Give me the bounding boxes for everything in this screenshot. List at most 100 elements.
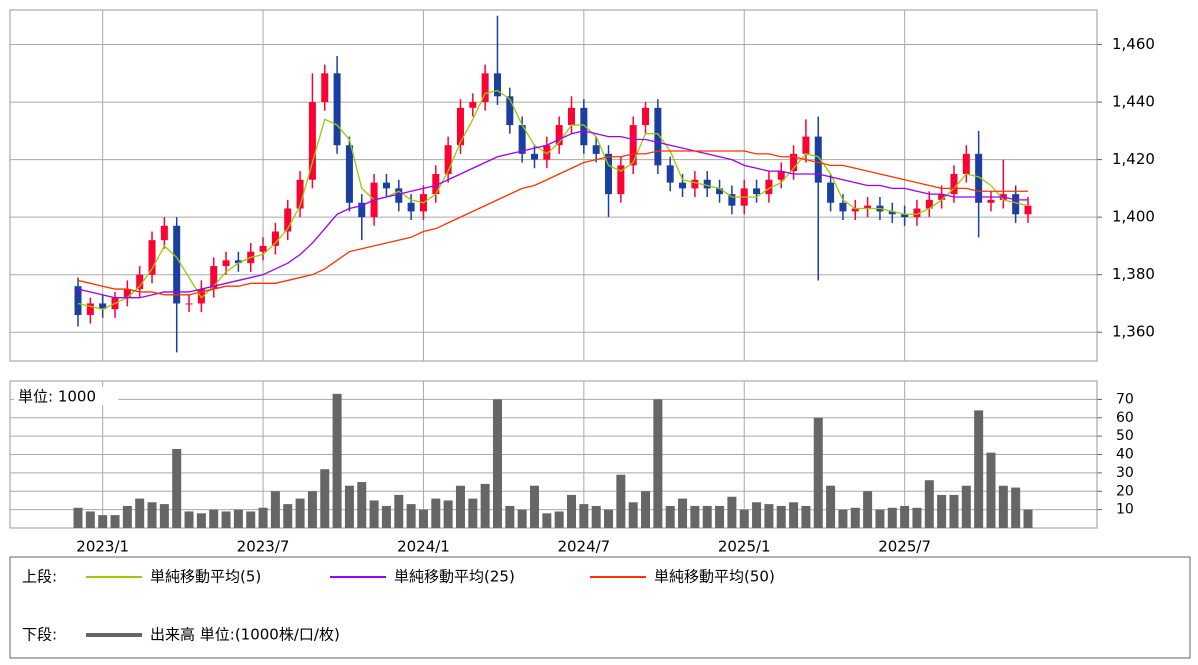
candle-body	[975, 153, 983, 203]
volume-bar	[887, 507, 897, 528]
volume-bar	[801, 505, 811, 528]
candle-body	[1012, 194, 1020, 215]
volume-bar	[727, 496, 737, 528]
y-tick-label: 10	[1116, 502, 1134, 518]
volume-bar	[159, 504, 169, 528]
candle-body	[99, 303, 107, 310]
volume-bar	[653, 399, 663, 528]
candle-body	[987, 199, 995, 203]
y-tick-label: 40	[1116, 447, 1134, 463]
volume-bar	[1011, 487, 1021, 528]
candle-body	[308, 102, 316, 180]
candle-body	[481, 73, 489, 103]
marks	[73, 15, 1033, 528]
volume-bar	[900, 505, 910, 528]
volume-bar	[332, 393, 342, 528]
volume-bar	[246, 511, 256, 528]
candle-body	[444, 145, 452, 174]
candle-body	[284, 208, 292, 232]
candle-body	[765, 179, 773, 195]
volume-bar	[480, 483, 490, 528]
candle-body	[518, 125, 526, 154]
candle-body	[234, 260, 242, 264]
candle-body	[605, 153, 613, 195]
candle-body	[851, 208, 859, 212]
candle-body	[222, 260, 230, 267]
volume-bar	[998, 485, 1008, 528]
volume-bar	[986, 452, 996, 528]
candle-body	[592, 145, 600, 154]
candle-body	[827, 182, 835, 203]
candle-body	[555, 125, 563, 146]
volume-bar	[937, 494, 947, 528]
moving-average-line	[77, 150, 1028, 296]
volume-bar	[135, 498, 145, 528]
candle-body	[259, 245, 267, 252]
x-tick-label: 2023/7	[237, 538, 290, 556]
volume-bar	[974, 410, 984, 528]
candle-body	[654, 107, 662, 166]
candle-body	[148, 240, 156, 275]
volume-bar	[147, 502, 157, 528]
volume-bar	[554, 511, 564, 528]
candle-body	[925, 199, 933, 209]
legend-box	[9, 556, 1191, 659]
volume-bar	[529, 485, 539, 528]
volume-bar	[73, 507, 83, 528]
volume-bar	[344, 485, 354, 528]
volume-bar	[468, 498, 478, 528]
volume-bar	[789, 502, 799, 528]
candle-body	[703, 179, 711, 189]
candle-body	[382, 182, 390, 189]
volume-bar	[715, 505, 725, 528]
candle-body	[136, 274, 144, 290]
volume-bar	[1023, 509, 1033, 528]
candle-body	[123, 289, 131, 298]
volume-bar	[443, 500, 453, 528]
x-tick-label: 2025/7	[878, 538, 931, 556]
candle-body	[938, 194, 946, 200]
volume-bar	[678, 498, 688, 528]
volume-bar	[517, 509, 527, 528]
candle-body	[210, 266, 218, 290]
candle-body	[185, 303, 193, 305]
candle-body	[642, 107, 650, 126]
candle-body	[321, 73, 329, 103]
candle-body	[74, 286, 82, 315]
candle-body	[629, 125, 637, 166]
candle-body	[679, 182, 687, 189]
x-tick-label: 2024/1	[397, 538, 450, 556]
y-tick-label: 20	[1116, 483, 1134, 499]
candle-body	[580, 107, 588, 146]
legend-lower-label: 下段:	[22, 626, 57, 644]
volume-bar	[604, 509, 614, 528]
candle-body	[358, 202, 366, 218]
y-tick-label: 1,380	[1112, 265, 1155, 283]
candle-body	[407, 202, 415, 212]
volume-bar	[776, 505, 786, 528]
candle-body	[814, 136, 822, 183]
volume-bar	[924, 480, 934, 528]
volume-bar	[961, 485, 971, 528]
candle-body	[913, 208, 921, 218]
legend-upper-label: 上段:	[22, 568, 57, 586]
volume-bar	[591, 505, 601, 528]
x-tick-label: 2025/1	[718, 538, 771, 556]
candle-body	[506, 96, 514, 126]
y-tick-label: 1,440	[1112, 93, 1155, 111]
candle-body	[777, 171, 785, 180]
candle-body	[790, 153, 798, 172]
candle-body	[432, 173, 440, 195]
volume-bar	[357, 482, 367, 528]
candle-body	[864, 205, 872, 209]
volume-bar	[381, 505, 391, 528]
legend-label: 単純移動平均(5)	[150, 568, 261, 586]
volume-bar	[209, 509, 219, 528]
volume-bar	[838, 509, 848, 528]
candle-body	[568, 107, 576, 126]
volume-bar	[567, 494, 577, 528]
volume-bar	[628, 502, 638, 528]
y-tick-label: 1,400	[1112, 208, 1155, 226]
candle-body	[345, 145, 353, 203]
